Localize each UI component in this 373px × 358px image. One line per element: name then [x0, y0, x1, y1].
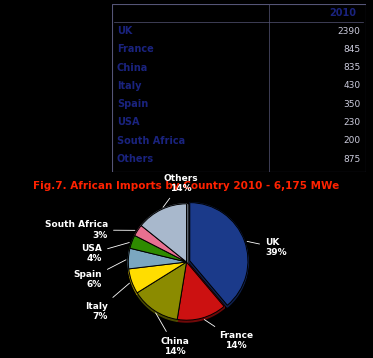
Text: Italy
7%: Italy 7% — [85, 283, 129, 321]
Text: France: France — [117, 44, 154, 54]
Text: 2390: 2390 — [338, 26, 361, 35]
Polygon shape — [128, 248, 130, 271]
Polygon shape — [190, 203, 248, 307]
Text: 845: 845 — [344, 45, 361, 54]
Polygon shape — [130, 248, 186, 264]
Text: South Africa
3%: South Africa 3% — [45, 220, 135, 240]
Wedge shape — [177, 262, 224, 320]
Text: Spain: Spain — [117, 99, 148, 109]
Text: 835: 835 — [344, 63, 361, 72]
Text: 2010: 2010 — [329, 8, 356, 18]
Text: China: China — [117, 63, 148, 73]
Polygon shape — [137, 262, 186, 295]
Polygon shape — [141, 204, 186, 227]
Text: Others
14%: Others 14% — [163, 174, 198, 207]
Wedge shape — [190, 203, 248, 305]
Text: Fig.7. African Imports by Country 2010 - 6,175 MWe: Fig.7. African Imports by Country 2010 -… — [33, 181, 340, 191]
Polygon shape — [130, 248, 186, 264]
Wedge shape — [135, 226, 186, 262]
Polygon shape — [177, 262, 186, 321]
Text: 430: 430 — [344, 81, 361, 90]
Polygon shape — [190, 261, 227, 307]
Polygon shape — [135, 226, 141, 237]
Polygon shape — [137, 262, 186, 295]
Text: UK: UK — [117, 26, 132, 36]
Text: 230: 230 — [344, 118, 361, 127]
Text: UK
39%: UK 39% — [247, 238, 287, 257]
Text: USA
4%: USA 4% — [81, 242, 129, 263]
Text: France
14%: France 14% — [204, 320, 253, 350]
Text: 200: 200 — [344, 136, 361, 145]
Polygon shape — [186, 262, 224, 308]
Polygon shape — [141, 226, 186, 264]
Wedge shape — [141, 204, 186, 262]
Text: China
14%: China 14% — [156, 313, 189, 356]
Polygon shape — [137, 293, 177, 321]
Polygon shape — [129, 262, 186, 271]
Text: Spain
6%: Spain 6% — [73, 260, 126, 289]
Polygon shape — [129, 269, 137, 295]
Polygon shape — [135, 236, 186, 264]
Wedge shape — [129, 262, 186, 293]
Polygon shape — [129, 262, 186, 271]
Text: South Africa: South Africa — [117, 136, 185, 146]
Polygon shape — [130, 236, 135, 250]
Text: USA: USA — [117, 117, 140, 127]
Wedge shape — [130, 236, 186, 262]
Text: 875: 875 — [344, 155, 361, 164]
Text: Italy: Italy — [117, 81, 141, 91]
Polygon shape — [177, 262, 186, 321]
Wedge shape — [128, 248, 186, 269]
Wedge shape — [137, 262, 186, 319]
Polygon shape — [177, 306, 224, 322]
Polygon shape — [141, 226, 186, 264]
Text: 350: 350 — [344, 100, 361, 109]
Polygon shape — [135, 236, 186, 264]
Text: Others: Others — [117, 154, 154, 164]
